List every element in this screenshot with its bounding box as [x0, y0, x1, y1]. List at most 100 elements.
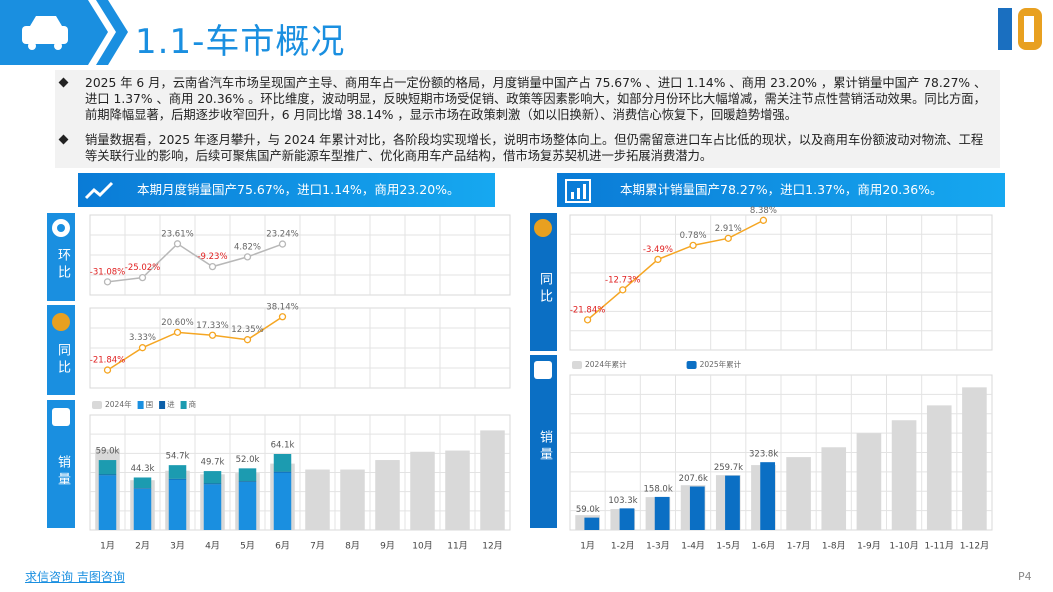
- data-label: 4.82%: [234, 242, 261, 252]
- x-tick-label: 1-10月: [889, 541, 918, 552]
- chevron: [96, 0, 128, 65]
- data-label: -21.84%: [570, 305, 605, 315]
- banner-text: 本期累计销量国产78.27%，进口1.37%，商用20.36%。: [620, 182, 943, 197]
- legend-swatch: [572, 361, 582, 369]
- bar: [725, 475, 740, 530]
- x-tick-label: 10月: [412, 541, 432, 552]
- line: [107, 316, 283, 371]
- point: [208, 262, 217, 271]
- x-tick-label: 4月: [205, 541, 220, 552]
- x-tick-label: 1-2月: [611, 541, 635, 552]
- data-label: 3.33%: [129, 333, 156, 343]
- banner-icon: [565, 179, 591, 203]
- bar: [962, 387, 987, 530]
- point: [138, 273, 147, 282]
- data-label: 259.7k: [714, 463, 743, 473]
- bar: [273, 471, 292, 473]
- x-tick-label: 8月: [345, 541, 360, 552]
- x-tick-label: 11月: [447, 541, 467, 552]
- bar: [203, 483, 222, 485]
- x-tick-label: 2月: [135, 541, 150, 552]
- line: [107, 242, 283, 283]
- data-label: -9.23%: [197, 252, 227, 262]
- bar: [133, 488, 152, 489]
- bar: [480, 430, 505, 530]
- side-label: 同比: [55, 343, 70, 377]
- data-label: 207.6k: [679, 474, 708, 484]
- data-label: 12.35%: [231, 325, 263, 335]
- line: [587, 219, 764, 321]
- banner-text: 本期月度销量国产75.67%，进口1.14%，商用23.20%。: [137, 182, 460, 197]
- point: [208, 331, 217, 339]
- bar: [856, 433, 882, 530]
- footer-source: 求信咨询 吉图咨询: [25, 570, 125, 584]
- bar: [584, 517, 600, 530]
- bullet-mark: [58, 77, 69, 88]
- bar: [238, 481, 257, 482]
- side-label: 环比: [55, 248, 70, 282]
- bar: [98, 460, 117, 475]
- data-label: -31.08%: [90, 267, 125, 277]
- legend-swatch: [92, 401, 102, 409]
- point: [103, 366, 112, 374]
- x-tick-label: 3月: [170, 541, 185, 552]
- bar: [133, 477, 152, 489]
- bar: [340, 469, 365, 530]
- data-label: 17.33%: [196, 321, 228, 331]
- total-label: 44.3k: [131, 464, 155, 474]
- point: [243, 336, 252, 344]
- x-tick-label: 9月: [380, 541, 395, 552]
- legend-swatch: [137, 401, 144, 409]
- data-label: 23.24%: [266, 230, 298, 240]
- bar: [168, 478, 187, 480]
- bar: [891, 420, 917, 530]
- total-label: 49.7k: [201, 458, 225, 468]
- point: [619, 286, 627, 294]
- data-label: 103.3k: [608, 496, 637, 506]
- banner-bg: [557, 173, 1005, 207]
- banner-bg: [78, 173, 495, 207]
- x-tick-label: 1月: [100, 541, 115, 552]
- x-tick-label: 1-8月: [822, 541, 846, 552]
- side-label: 同比: [537, 272, 552, 306]
- total-label: 64.1k: [271, 441, 295, 451]
- point: [173, 328, 182, 337]
- bar: [273, 472, 292, 530]
- x-tick-label: 6月: [275, 541, 290, 552]
- summary-box: 2025 年 6 月，云南省汽车市场呈现国产主导、商用车占一定份额的格局，月度销…: [55, 70, 1000, 168]
- point: [759, 216, 768, 224]
- x-tick-label: 1-11月: [925, 541, 954, 552]
- x-tick-label: 1-12月: [960, 541, 989, 552]
- bar: [98, 474, 117, 476]
- bullet-text: 2025 年 6 月，云南省汽车市场呈现国产主导、商用车占一定份额的格局，月度销…: [85, 76, 987, 122]
- data-label: 158.0k: [644, 484, 673, 494]
- bar: [273, 454, 292, 472]
- total-label: 54.7k: [166, 452, 190, 462]
- legend-label: 2025年累计: [700, 359, 742, 369]
- x-tick-label: 12月: [482, 541, 502, 552]
- car-icon: [22, 16, 68, 50]
- data-label: 2.91%: [715, 224, 742, 234]
- legend-label: 商: [189, 399, 197, 409]
- x-tick-label: 1-5月: [716, 541, 740, 552]
- bar: [654, 496, 670, 530]
- bar: [689, 486, 705, 530]
- x-tick-label: 1-7月: [787, 541, 811, 552]
- point: [173, 240, 182, 248]
- bar: [305, 469, 330, 530]
- data-label: 38.14%: [266, 302, 298, 312]
- x-tick-label: 7月: [310, 541, 325, 552]
- data-label: 8.38%: [750, 206, 777, 216]
- total-label: 52.0k: [236, 455, 260, 465]
- data-label: -25.02%: [125, 263, 160, 273]
- bar: [238, 468, 257, 482]
- legend-label: 进: [167, 400, 175, 409]
- x-tick-label: 1-9月: [857, 541, 881, 552]
- bar: [375, 460, 400, 530]
- point: [583, 316, 592, 324]
- legend-label: 国: [146, 400, 154, 409]
- data-label: -21.84%: [90, 356, 125, 366]
- page-title: 1.1-车市概况: [135, 22, 346, 62]
- side-label: 销量: [55, 455, 70, 489]
